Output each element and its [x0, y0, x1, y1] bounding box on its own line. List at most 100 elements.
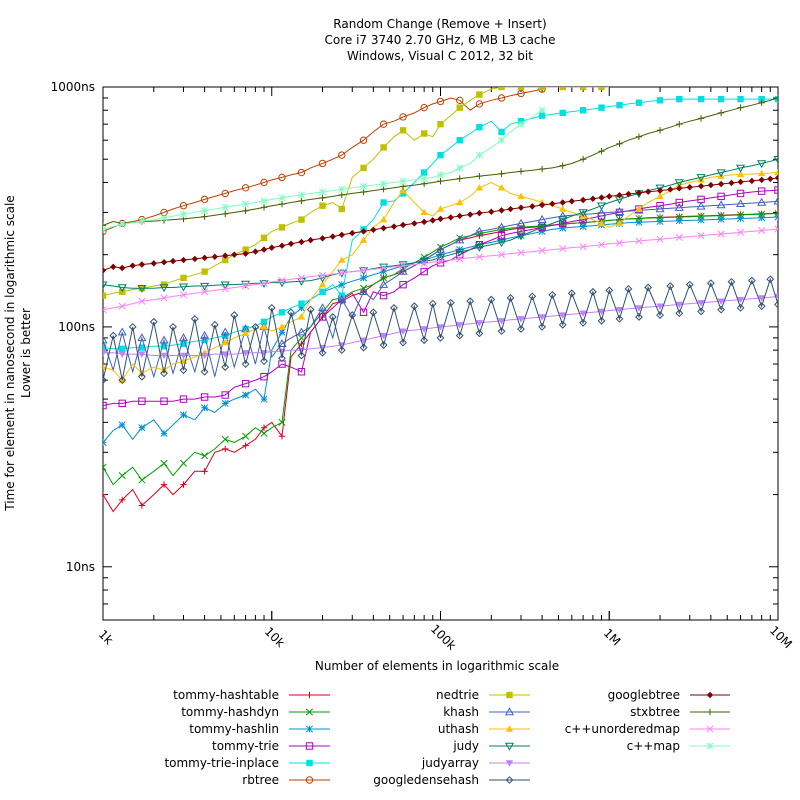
data-point — [222, 256, 229, 264]
data-point — [517, 223, 525, 231]
data-point — [538, 106, 546, 114]
data-point — [475, 253, 483, 261]
data-point — [598, 147, 605, 155]
data-point — [297, 334, 306, 342]
data-point — [191, 255, 199, 263]
data-point — [138, 424, 146, 432]
legend-item-rbtree: rbtree — [242, 773, 330, 787]
data-point — [278, 277, 286, 285]
data-point — [103, 225, 107, 233]
data-point — [614, 207, 625, 215]
data-point — [160, 429, 168, 437]
data-point — [420, 218, 428, 226]
chart-title-line: Random Change (Remove + Insert) — [333, 17, 546, 31]
data-point — [319, 202, 326, 209]
data-point — [138, 344, 146, 351]
legend-label: tommy-trie-inplace — [164, 756, 279, 770]
data-point — [211, 253, 219, 260]
data-point — [360, 228, 367, 235]
data-point — [119, 264, 126, 272]
data-point — [278, 323, 286, 330]
data-point — [487, 295, 496, 304]
data-point — [380, 264, 388, 272]
data-point — [420, 267, 428, 276]
data-point — [241, 350, 250, 357]
data-point — [598, 104, 605, 111]
data-point — [230, 311, 239, 319]
x-axis-ticks: 1k 10k 100k 1M 10M — [96, 87, 795, 653]
y-axis-label-line: Lower is better — [19, 308, 33, 398]
data-point — [559, 87, 566, 91]
data-point — [221, 435, 229, 443]
data-point — [455, 248, 465, 257]
data-point — [278, 418, 286, 426]
data-point — [616, 101, 623, 109]
data-point — [287, 240, 295, 248]
data-point — [498, 128, 505, 136]
data-point — [222, 210, 229, 218]
chart-title: Random Change (Remove + Insert) Core i7 3… — [324, 17, 555, 63]
data-point — [179, 459, 188, 467]
data-point — [201, 404, 209, 412]
data-point — [774, 213, 778, 221]
legend-item-judy: judy — [452, 739, 530, 753]
data-point — [297, 313, 306, 320]
data-point — [420, 103, 428, 112]
data-point — [606, 193, 613, 200]
data-point — [103, 292, 107, 299]
data-point — [497, 231, 506, 240]
data-point — [420, 326, 428, 333]
data-point — [558, 216, 568, 225]
data-point — [160, 294, 168, 302]
data-point — [278, 348, 286, 356]
data-point — [359, 136, 368, 144]
data-point — [676, 185, 683, 192]
data-point — [260, 424, 268, 431]
data-point — [260, 204, 268, 211]
legend-label: tommy-trie — [212, 739, 279, 753]
data-point — [675, 309, 684, 318]
data-point — [390, 223, 398, 230]
data-point — [507, 205, 514, 213]
data-point — [242, 200, 250, 208]
data-point — [579, 107, 587, 114]
legend-marker — [505, 760, 514, 767]
data-point — [455, 235, 465, 244]
data-point — [260, 372, 268, 381]
data-point — [360, 182, 368, 190]
data-point — [242, 207, 249, 214]
data-point — [717, 298, 725, 305]
data-point — [697, 115, 705, 122]
data-point — [559, 162, 566, 169]
data-point — [757, 295, 766, 302]
data-point — [160, 397, 168, 405]
data-point — [616, 191, 623, 199]
data-point — [260, 197, 268, 205]
data-point — [129, 262, 136, 269]
data-point — [242, 391, 250, 399]
data-point — [260, 246, 268, 253]
data-point — [201, 213, 208, 220]
data-point — [201, 254, 208, 262]
data-point — [118, 472, 126, 480]
data-point — [615, 208, 624, 217]
data-point — [675, 198, 683, 207]
data-point — [103, 438, 107, 446]
data-point — [103, 463, 107, 471]
data-point — [399, 127, 407, 134]
data-point — [758, 176, 765, 184]
data-point — [103, 222, 107, 229]
data-point — [329, 233, 336, 240]
data-point — [538, 247, 546, 255]
data-point — [242, 442, 249, 449]
data-point — [666, 282, 675, 290]
data-point — [380, 180, 388, 188]
data-point — [180, 256, 187, 264]
legend-item-nedtrie: nedtrie — [436, 688, 530, 702]
data-point — [160, 352, 168, 360]
y-tick-label: 10ns — [66, 560, 95, 574]
data-point — [103, 267, 107, 274]
data-point — [399, 338, 407, 347]
data-point — [717, 109, 725, 117]
data-point — [757, 169, 766, 177]
